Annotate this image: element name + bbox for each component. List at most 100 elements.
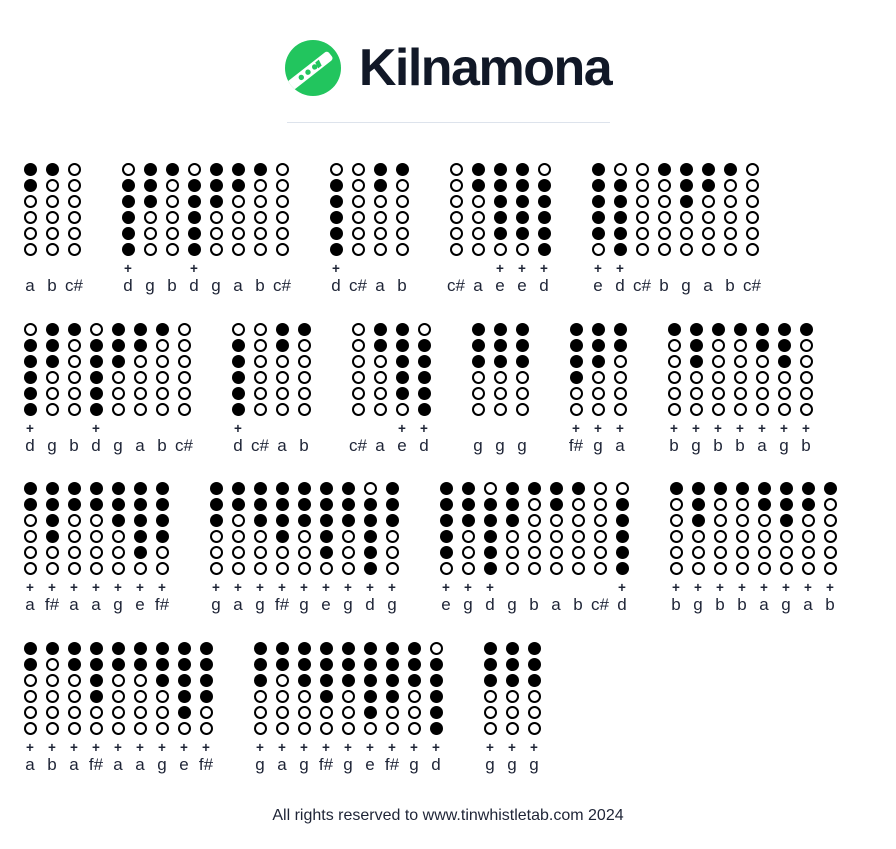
note-column: + g [249, 482, 271, 615]
hole-filled-icon [515, 211, 529, 224]
hole-filled-icon [429, 706, 443, 720]
hole-filled-icon [515, 354, 529, 368]
note-label: d [25, 435, 35, 455]
hole-open-icon [177, 370, 191, 384]
note-column: b [719, 163, 741, 296]
hole-open-icon [297, 690, 311, 704]
hole-filled-icon [779, 498, 793, 512]
note-label: c# [743, 276, 761, 295]
hole-filled-icon [689, 322, 703, 336]
octave-plus-marker: + [136, 580, 144, 596]
hole-filled-icon [483, 642, 497, 656]
hole-open-icon [471, 195, 485, 208]
hole-filled-icon [505, 514, 519, 528]
hole-open-icon [471, 211, 485, 224]
octave-plus-marker: + [420, 420, 428, 436]
octave-plus-marker: + [432, 740, 440, 756]
hole-open-icon [67, 243, 81, 256]
hole-open-icon [231, 322, 245, 336]
hole-open-icon [745, 195, 759, 208]
hole-open-icon [351, 195, 365, 208]
hole-filled-icon [275, 482, 289, 496]
note-column: + g [107, 482, 129, 615]
hole-open-icon [111, 530, 125, 544]
hole-filled-icon [363, 706, 377, 720]
hole-filled-icon [155, 674, 169, 688]
hole-filled-icon [275, 530, 289, 544]
note-label: b [669, 435, 679, 455]
hole-open-icon [711, 386, 725, 400]
hole-open-icon [23, 243, 37, 256]
hole-filled-icon [111, 498, 125, 512]
hole-open-icon [253, 322, 267, 336]
hole-open-icon [143, 211, 157, 224]
hole-open-icon [45, 562, 59, 576]
hole-open-icon [755, 386, 769, 400]
hole-open-icon [351, 163, 365, 176]
hole-open-icon [505, 722, 519, 736]
hole-open-icon [395, 227, 409, 240]
note-label: g [113, 595, 123, 615]
hole-open-icon [635, 195, 649, 208]
hole-open-icon [801, 514, 815, 528]
note-column: a [19, 163, 41, 296]
hole-open-icon [209, 227, 223, 240]
hole-open-icon [177, 354, 191, 368]
hole-open-icon [701, 243, 715, 256]
note-column: b [523, 482, 545, 615]
hole-filled-icon [385, 642, 399, 656]
note-label: b [825, 595, 835, 615]
hole-filled-icon [527, 674, 541, 688]
hole-filled-icon [363, 658, 377, 672]
hole-open-icon [711, 338, 725, 352]
note-column: + d [611, 482, 633, 615]
hole-open-icon [67, 690, 81, 704]
note-label: f# [384, 755, 400, 775]
hole-open-icon [471, 227, 485, 240]
note-column: + e [489, 163, 511, 296]
hole-open-icon [45, 227, 59, 240]
hole-filled-icon [329, 179, 343, 192]
hole-filled-icon [297, 658, 311, 672]
hole-filled-icon [395, 163, 409, 176]
hole-filled-icon [669, 482, 683, 496]
hole-open-icon [385, 562, 399, 576]
hole-filled-icon [329, 211, 343, 224]
hole-open-icon [351, 211, 365, 224]
tab-bar-group: c# a + e + e + d [445, 163, 555, 296]
hole-open-icon [593, 498, 607, 512]
note-column: c# [63, 163, 85, 296]
note-label: a [375, 435, 385, 455]
page-title: Kilnamona [358, 39, 613, 97]
octave-plus-marker: + [826, 580, 834, 596]
hole-open-icon [801, 546, 815, 560]
hole-open-icon [429, 642, 443, 656]
hole-open-icon [723, 179, 737, 192]
hole-open-icon [155, 402, 169, 416]
hole-filled-icon [657, 163, 671, 176]
octave-plus-marker: + [136, 740, 144, 756]
octave-plus-marker: + [48, 740, 56, 756]
hole-open-icon [67, 195, 81, 208]
note-label: b [157, 435, 167, 455]
hole-open-icon [569, 402, 583, 416]
hole-open-icon [691, 562, 705, 576]
hole-filled-icon [505, 658, 519, 672]
hole-open-icon [657, 195, 671, 208]
octave-plus-marker: + [278, 740, 286, 756]
hole-open-icon [209, 211, 223, 224]
hole-filled-icon [483, 674, 497, 688]
note-label: g [255, 755, 265, 775]
hole-open-icon [275, 227, 289, 240]
note-column: + f# [565, 322, 587, 456]
hole-filled-icon [733, 322, 747, 336]
note-label: a [69, 755, 79, 775]
note-label: g [157, 755, 167, 775]
hole-filled-icon [799, 322, 813, 336]
note-column: + a [107, 642, 129, 775]
note-column: + g [293, 642, 315, 775]
note-column: + g [457, 482, 479, 615]
hole-open-icon [757, 546, 771, 560]
note-column: + a [63, 642, 85, 775]
hole-open-icon [733, 338, 747, 352]
